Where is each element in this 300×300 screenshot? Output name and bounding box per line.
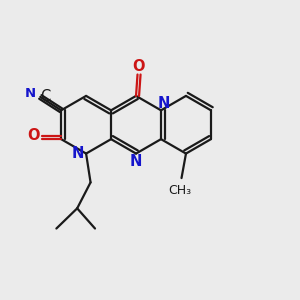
Text: N: N bbox=[130, 154, 142, 169]
Text: CH₃: CH₃ bbox=[169, 184, 192, 197]
Text: N: N bbox=[25, 87, 36, 100]
Text: O: O bbox=[28, 128, 40, 143]
Text: O: O bbox=[132, 59, 145, 74]
Text: N: N bbox=[158, 96, 170, 111]
Text: N: N bbox=[72, 146, 84, 161]
Text: C: C bbox=[40, 89, 51, 104]
